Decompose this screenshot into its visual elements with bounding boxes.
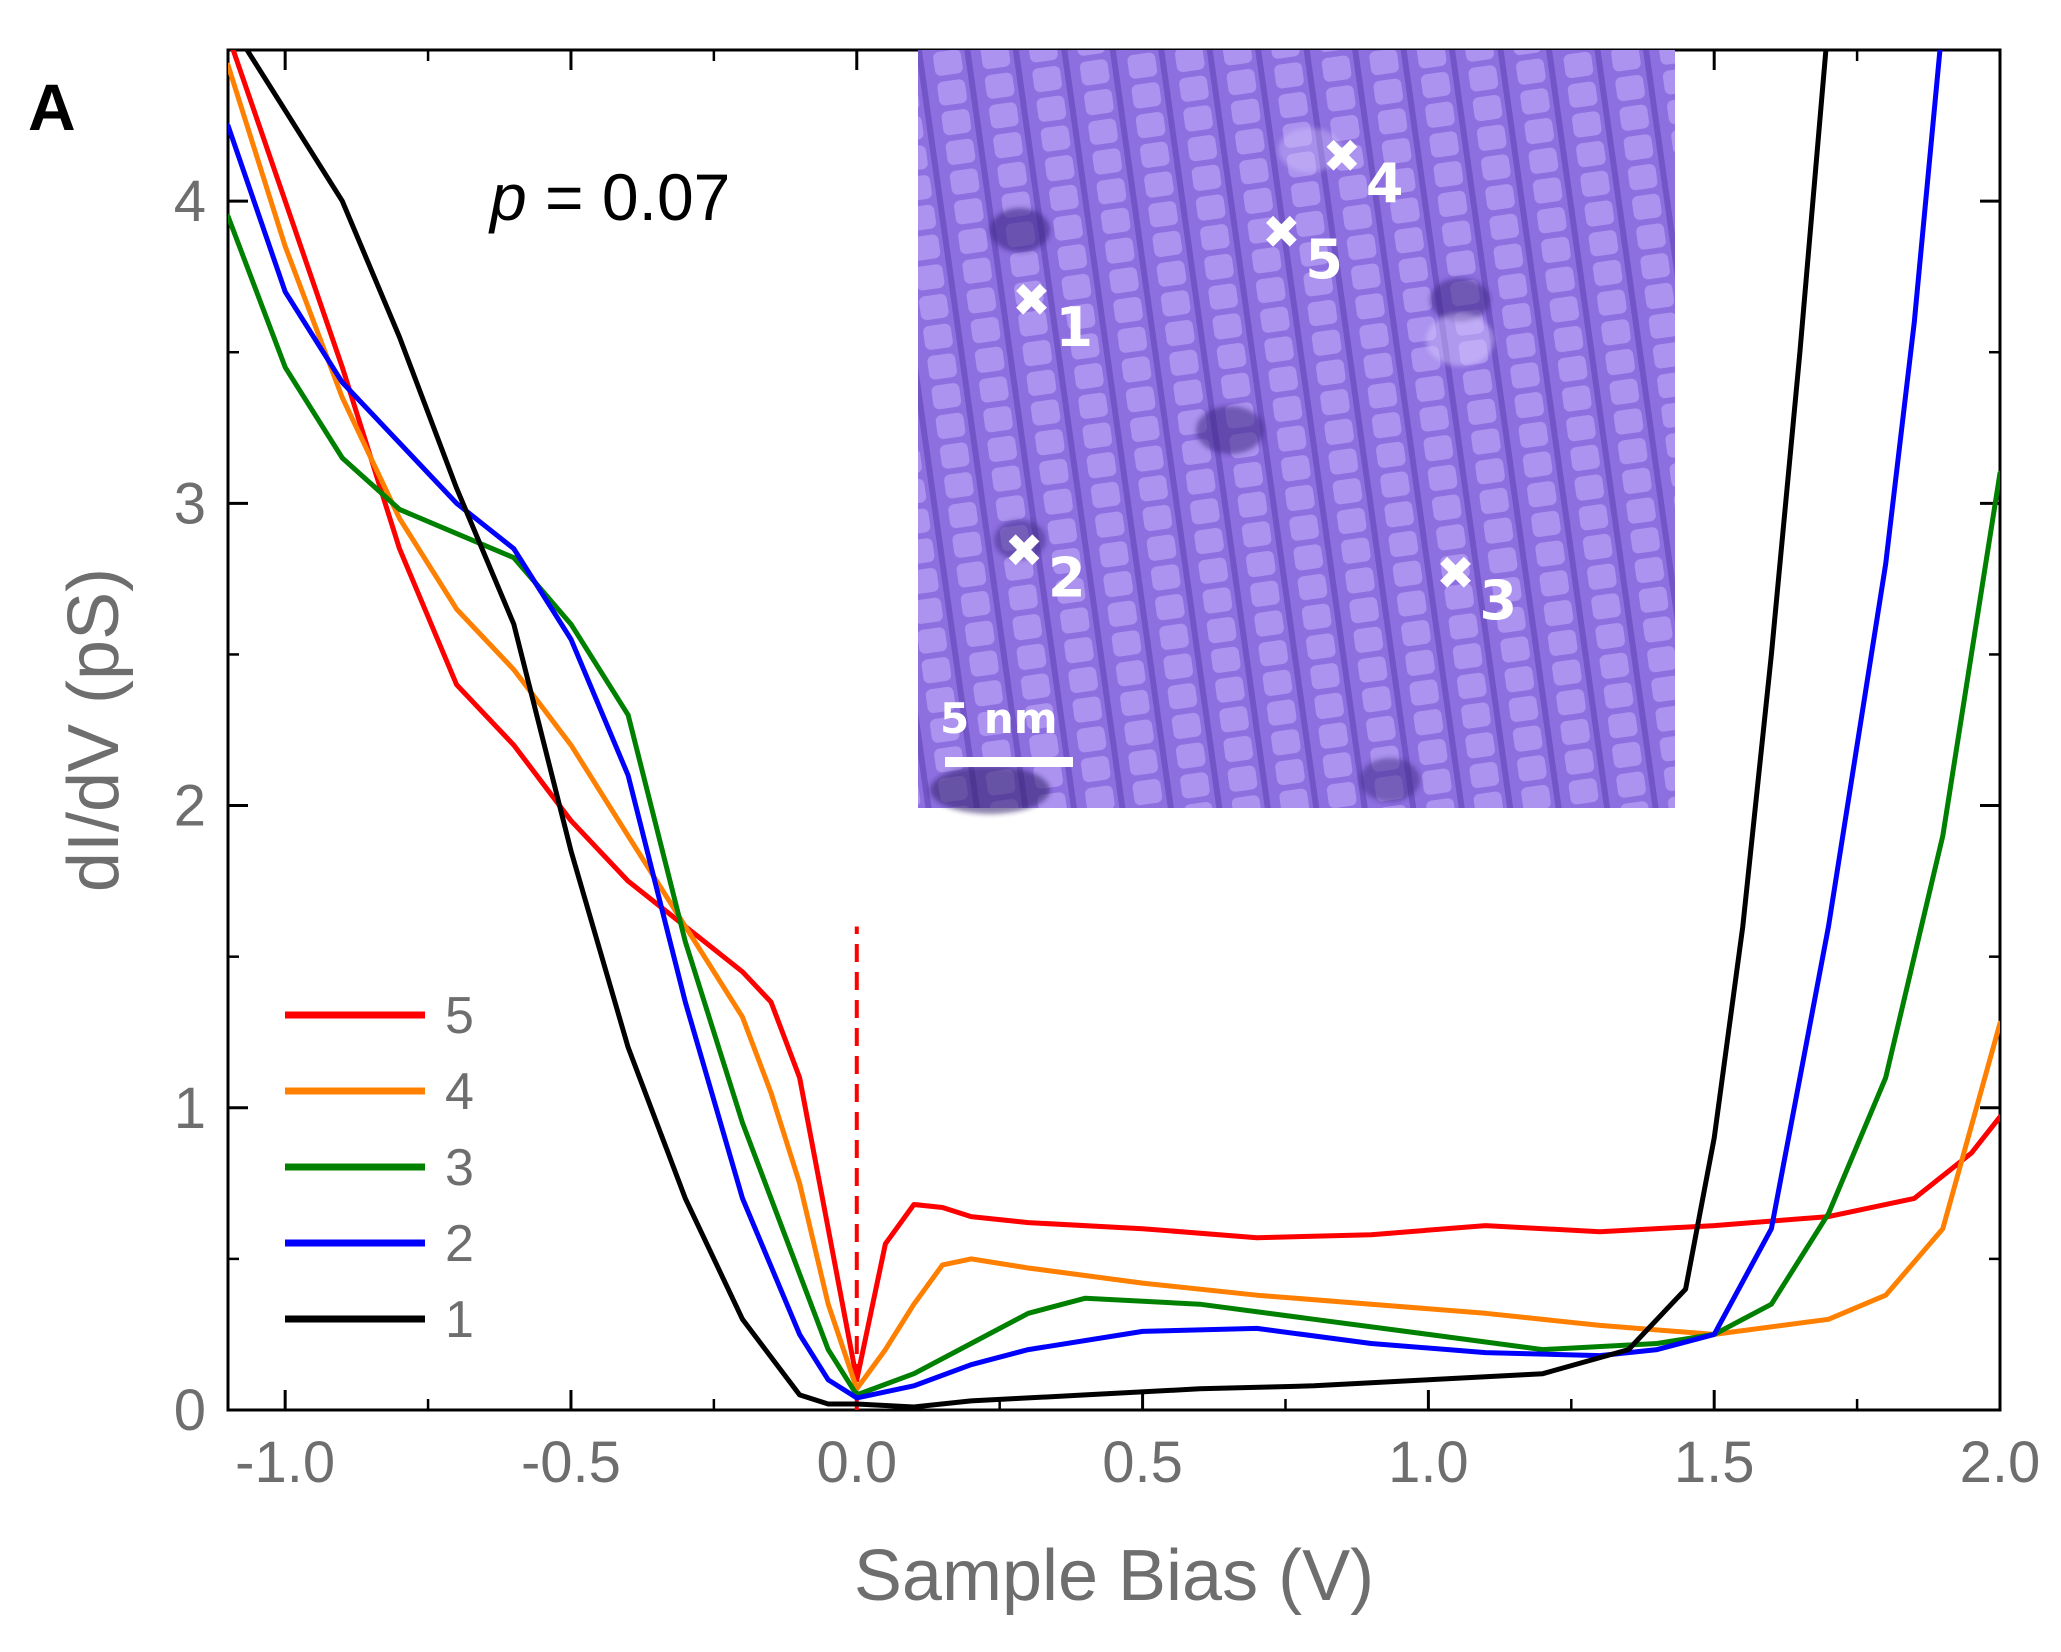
stm-image: [918, 50, 1675, 808]
scale-bar-label: 5 nm: [940, 694, 1058, 743]
series-line-5: [230, 50, 2000, 1383]
panel-label: A: [28, 70, 76, 144]
x-axis-title: Sample Bias (V): [854, 1536, 1374, 1616]
inset-markers: ✖ 1✖ 2 ✖ 3✖ 4✖ 5: [1005, 129, 1517, 632]
inset-marker-1: ✖: [1012, 273, 1051, 327]
x-tick-label: 0.0: [816, 1430, 897, 1495]
series-line-4: [228, 62, 2000, 1392]
y-tick-label: 1: [174, 1076, 206, 1141]
series-line-1: [244, 50, 1829, 1410]
y-tick-label: 3: [174, 471, 206, 536]
x-tick-label: 1.0: [1388, 1430, 1469, 1495]
legend-label-2: 2: [445, 1215, 474, 1273]
spectra-lines: [228, 50, 2000, 1410]
inset-marker-label-1: 1: [1056, 296, 1094, 359]
x-tick-label: -0.5: [521, 1430, 621, 1495]
doping-annotation: p = 0.07: [488, 160, 730, 234]
doping-value: = 0.07: [527, 160, 731, 234]
inset-marker-label-4: 4: [1366, 152, 1404, 215]
legend-label-3: 3: [445, 1139, 474, 1197]
legend-label-1: 1: [445, 1291, 474, 1349]
x-tick-label: -1.0: [235, 1430, 335, 1495]
legend-label-4: 4: [445, 1063, 474, 1121]
inset-marker-label-3: 3: [1479, 569, 1517, 632]
legend: 5 4 3 2 1: [285, 987, 474, 1349]
series-line-3: [228, 213, 2000, 1398]
inset-marker-3: ✖: [1436, 546, 1475, 600]
inset-marker-5: ✖: [1262, 205, 1301, 259]
y-tick-label: 2: [174, 774, 206, 839]
inset-marker-label-2: 2: [1048, 546, 1086, 609]
series-line-2: [228, 50, 1943, 1401]
x-tick-label: 0.5: [1102, 1430, 1183, 1495]
y-axis: 0 1 2 3 4: [174, 48, 2000, 1443]
doping-variable: p: [488, 160, 527, 234]
scale-bar: [945, 757, 1073, 767]
stm-topography-inset: ✖ 1✖ 2 ✖ 3✖ 4✖ 5 5 nm: [918, 50, 1675, 814]
x-tick-label: 1.5: [1674, 1430, 1755, 1495]
stm-dark-spots: [930, 128, 1494, 814]
y-tick-label: 0: [174, 1378, 206, 1443]
inset-marker-2: ✖: [1005, 523, 1044, 577]
inset-marker-4: ✖: [1323, 129, 1362, 183]
legend-label-5: 5: [445, 987, 474, 1045]
y-tick-label: 4: [174, 169, 206, 234]
y-axis-title: dI/dV (pS): [54, 568, 134, 892]
inset-marker-label-5: 5: [1305, 228, 1343, 291]
x-tick-label: 2.0: [1960, 1430, 2041, 1495]
